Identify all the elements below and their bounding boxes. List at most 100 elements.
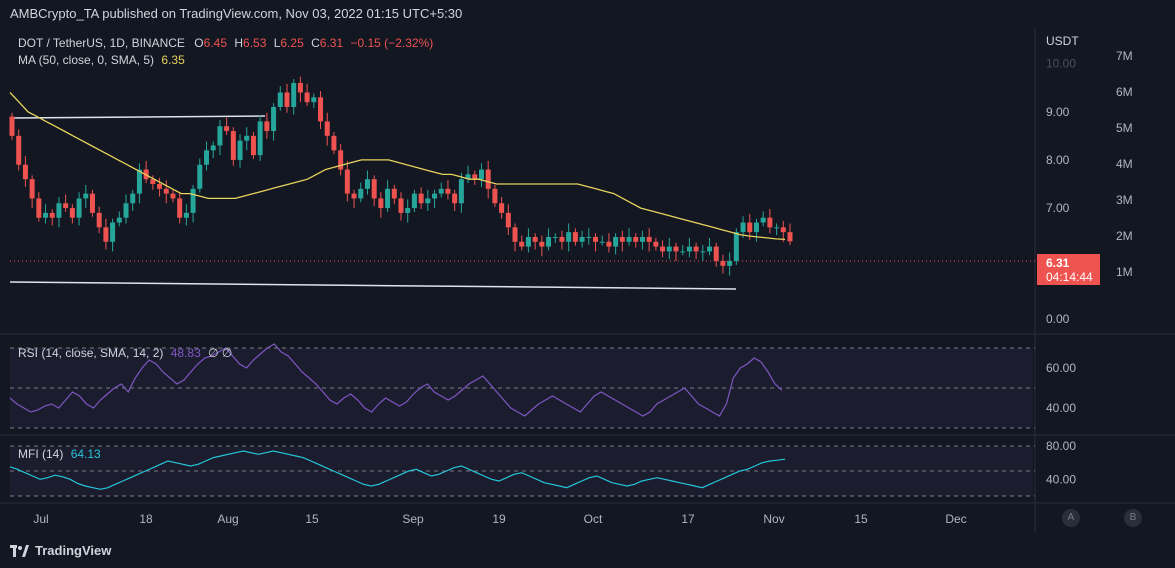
candle-body: [492, 188, 498, 204]
lower-trendline: [9, 281, 737, 290]
auto-scale-button[interactable]: A: [1062, 509, 1080, 527]
volume-tick: 6M: [1116, 85, 1133, 99]
candle-body: [29, 179, 35, 199]
candle-body: [170, 193, 176, 199]
candle-body: [277, 92, 283, 107]
candle-body: [284, 92, 290, 107]
candle-body: [505, 212, 511, 228]
candle-body: [593, 236, 598, 242]
candle-body: [458, 179, 464, 204]
rsi-label: RSI (14, close, SMA, 14, 2): [18, 346, 164, 360]
upper-trendline: [9, 115, 266, 119]
candle-body: [499, 203, 505, 213]
candle-body: [653, 241, 659, 247]
candle-body: [700, 251, 706, 253]
candle-body: [123, 203, 129, 218]
candle-body: [83, 193, 89, 199]
candle-body: [190, 188, 196, 213]
candle-body: [36, 198, 42, 218]
candle-body: [130, 193, 136, 204]
chart-canvas[interactable]: 10.00 9.00 8.00 7.00 0.00 7M 6M 5M 4M 3M 2M 1M 60.00…: [0, 28, 1175, 533]
mfi-tick: 80.00: [1046, 439, 1076, 453]
candle-body: [566, 232, 572, 242]
candle-body: [780, 227, 786, 233]
price-tick-10: 10.00: [1046, 57, 1076, 71]
time-tick: 15: [305, 512, 319, 526]
candle-body: [760, 217, 766, 223]
rsi-legend: RSI (14, close, SMA, 14, 2) 48.83 ∅ ∅: [18, 346, 232, 360]
candle-body: [532, 236, 538, 242]
volume-tick: 3M: [1116, 193, 1133, 207]
candle-body: [364, 179, 370, 189]
candle-body: [405, 208, 411, 213]
candle-body: [204, 150, 209, 165]
candle-body: [445, 188, 451, 194]
candle-body: [774, 227, 780, 229]
ma-value: 6.35: [161, 53, 185, 67]
candle-body: [136, 169, 142, 194]
rsi-extra: ∅ ∅: [208, 346, 233, 360]
tradingview-logo[interactable]: TradingView: [10, 543, 111, 558]
price-tick: 9.00: [1046, 105, 1070, 119]
chart-area[interactable]: 10.00 9.00 8.00 7.00 0.00 7M 6M 5M 4M 3M 2M 1M 60.00…: [0, 28, 1175, 533]
volume-tick: 4M: [1116, 157, 1133, 171]
candle-body: [391, 188, 397, 199]
high-label: H: [234, 36, 244, 50]
candle-body: [767, 217, 773, 228]
last-price-value: 6.31: [1046, 256, 1070, 270]
candle-body: [478, 169, 484, 180]
low-label: L: [273, 36, 281, 50]
candle-body: [539, 241, 545, 247]
candle-body: [713, 246, 719, 262]
time-tick: Aug: [217, 512, 238, 526]
candle-body: [351, 193, 357, 199]
candle-body: [230, 131, 236, 160]
candle-body: [378, 198, 384, 209]
symbol-legend: DOT / TetherUS, 1D, BINANCE O6.45 H6.53 …: [18, 36, 433, 50]
candle-body: [787, 232, 793, 242]
candle-body: [69, 208, 75, 218]
candle-body: [16, 135, 22, 165]
candle-body: [432, 193, 438, 199]
candle-body: [210, 145, 216, 151]
candle-body: [22, 164, 28, 180]
candle-body: [103, 227, 109, 242]
candle-body: [344, 169, 350, 194]
candle-body: [646, 236, 652, 242]
candle-body: [331, 135, 337, 151]
price-tick: 8.00: [1046, 153, 1070, 167]
candle-body: [177, 198, 183, 218]
time-tick: 18: [139, 512, 153, 526]
candle-body: [237, 140, 243, 160]
rsi-tick: 40.00: [1046, 401, 1076, 415]
candle-body: [693, 246, 699, 252]
candle-body: [250, 135, 256, 156]
candle-body: [559, 236, 565, 242]
candle-body: [418, 193, 424, 204]
candle-body: [673, 246, 679, 252]
candle-body: [358, 188, 364, 199]
tradingview-icon: [10, 544, 29, 557]
candle-body: [304, 92, 310, 103]
candle-body: [271, 106, 277, 132]
candle-body: [660, 246, 666, 252]
candle-body: [9, 116, 15, 136]
candle-body: [371, 179, 377, 199]
candle-body: [96, 212, 102, 228]
time-tick: Oct: [584, 512, 603, 526]
candle-body: [338, 150, 344, 170]
candle-body: [49, 212, 55, 218]
candle-body: [633, 236, 639, 242]
candle-body: [619, 236, 625, 242]
rsi-value: 48.83: [170, 346, 201, 360]
candle-body: [613, 236, 619, 247]
publisher-bar: AMBCrypto_TA published on TradingView.co…: [0, 0, 1175, 28]
candle-body: [733, 232, 739, 262]
candle-body: [425, 198, 431, 204]
candle-body: [110, 222, 116, 242]
candle-body: [452, 193, 458, 204]
candle-body: [512, 227, 518, 242]
log-scale-button[interactable]: B: [1124, 509, 1142, 527]
currency-label: USDT: [1046, 34, 1079, 48]
ma-label: MA (50, close, 0, SMA, 5): [18, 53, 155, 67]
